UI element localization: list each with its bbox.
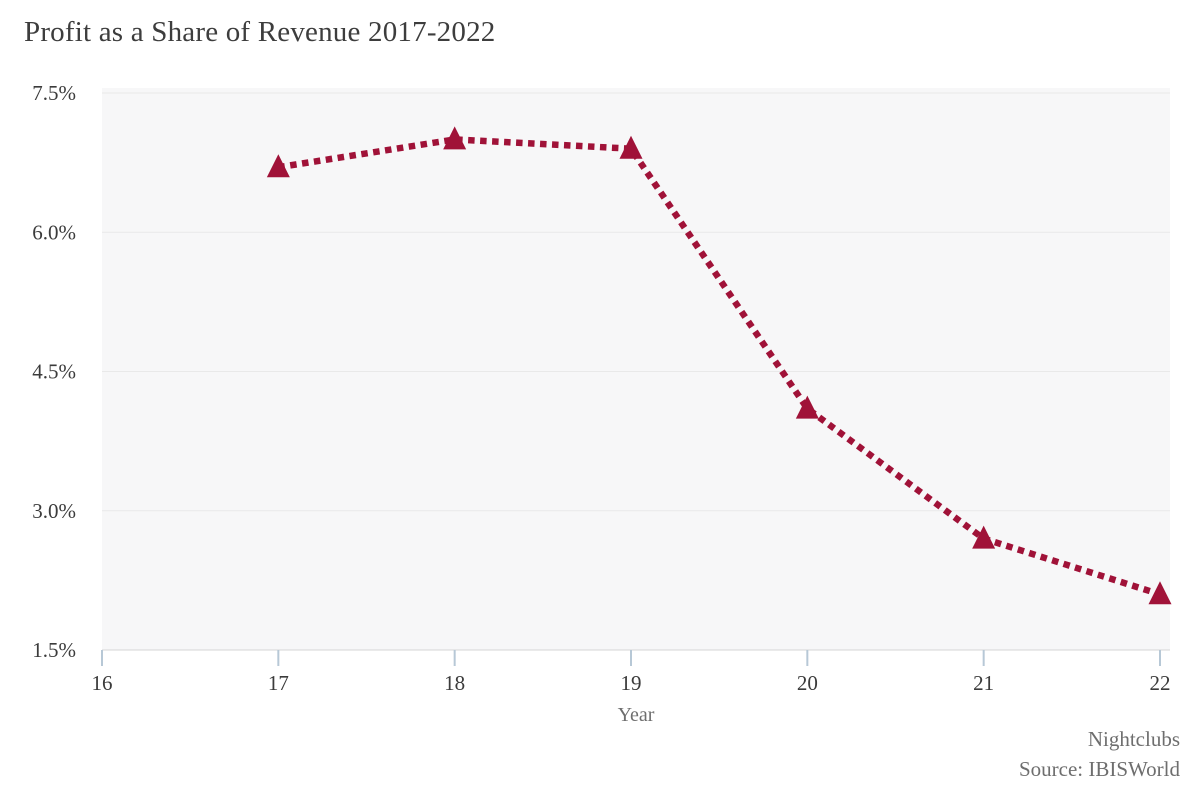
x-axis-tick-label: 18 <box>444 671 465 695</box>
x-axis-tick-label: 21 <box>973 671 994 695</box>
y-axis-tick-label: 3.0% <box>32 499 76 523</box>
footer-industry: Nightclubs <box>1087 727 1180 751</box>
x-axis-title: Year <box>618 704 655 726</box>
x-axis-tick-label: 17 <box>268 671 289 695</box>
x-axis-tick-label: 16 <box>92 671 113 695</box>
data-point-marker <box>619 135 643 159</box>
footer-source: Source: IBISWorld <box>1018 757 1180 781</box>
plot-area <box>102 88 1170 650</box>
chart-title: Profit as a Share of Revenue 2017-2022 <box>24 16 496 48</box>
chart-footer: Nightclubs Source: IBISWorld <box>1019 724 1180 784</box>
y-axis-tick-label: 6.0% <box>32 220 76 244</box>
y-axis-tick-label: 7.5% <box>32 81 76 105</box>
data-point-marker <box>443 126 467 150</box>
data-point-marker <box>266 154 290 178</box>
y-axis-tick-label: 4.5% <box>32 360 76 384</box>
y-axis-tick-label: 1.5% <box>32 638 76 662</box>
x-axis-tick-label: 22 <box>1150 671 1171 695</box>
data-point-marker <box>795 395 819 419</box>
data-point-marker <box>972 525 996 549</box>
data-line <box>277 136 1161 598</box>
data-point-marker <box>1148 581 1172 605</box>
x-axis-tick-label: 20 <box>797 671 818 695</box>
x-axis-tick-label: 19 <box>621 671 642 695</box>
